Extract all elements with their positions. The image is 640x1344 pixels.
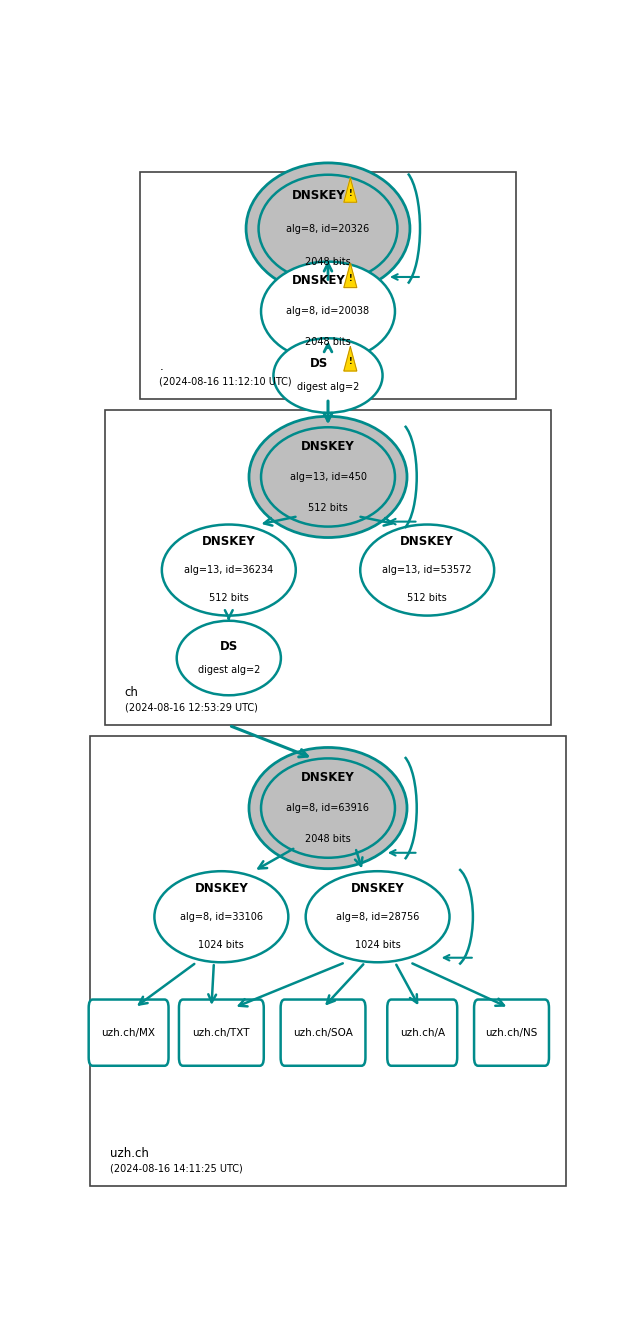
- Text: DS: DS: [220, 640, 238, 653]
- Text: DS: DS: [310, 358, 328, 371]
- Text: !: !: [349, 188, 352, 198]
- Text: DNSKEY: DNSKEY: [351, 882, 404, 895]
- Text: uzh.ch/SOA: uzh.ch/SOA: [293, 1028, 353, 1038]
- Text: 2048 bits: 2048 bits: [305, 257, 351, 267]
- Ellipse shape: [306, 871, 449, 962]
- Ellipse shape: [154, 871, 288, 962]
- Text: DNSKEY: DNSKEY: [301, 439, 355, 453]
- Text: alg=8, id=63916: alg=8, id=63916: [287, 804, 369, 813]
- Text: alg=13, id=36234: alg=13, id=36234: [184, 564, 273, 575]
- FancyBboxPatch shape: [105, 410, 551, 726]
- Text: 2048 bits: 2048 bits: [305, 337, 351, 347]
- Ellipse shape: [177, 621, 281, 695]
- Text: (2024-08-16 14:11:25 UTC): (2024-08-16 14:11:25 UTC): [110, 1164, 243, 1173]
- Text: 2048 bits: 2048 bits: [305, 833, 351, 844]
- FancyBboxPatch shape: [90, 735, 566, 1185]
- Ellipse shape: [249, 747, 407, 868]
- Text: uzh.ch/MX: uzh.ch/MX: [102, 1028, 156, 1038]
- Text: .: .: [159, 360, 163, 374]
- Text: alg=8, id=28756: alg=8, id=28756: [336, 911, 419, 922]
- Ellipse shape: [162, 524, 296, 616]
- Text: alg=13, id=450: alg=13, id=450: [289, 472, 367, 482]
- Text: 512 bits: 512 bits: [209, 593, 249, 603]
- Text: alg=8, id=33106: alg=8, id=33106: [180, 911, 263, 922]
- FancyBboxPatch shape: [280, 1000, 365, 1066]
- Text: DNSKEY: DNSKEY: [202, 535, 255, 548]
- Text: !: !: [349, 274, 352, 284]
- Text: uzh.ch/A: uzh.ch/A: [399, 1028, 445, 1038]
- Ellipse shape: [261, 427, 395, 527]
- Text: alg=8, id=20038: alg=8, id=20038: [287, 306, 369, 316]
- Text: ch: ch: [125, 687, 138, 699]
- Text: 1024 bits: 1024 bits: [198, 939, 244, 950]
- Text: (2024-08-16 11:12:10 UTC): (2024-08-16 11:12:10 UTC): [159, 376, 292, 387]
- FancyBboxPatch shape: [474, 1000, 549, 1066]
- FancyBboxPatch shape: [140, 172, 516, 399]
- Text: DNSKEY: DNSKEY: [401, 535, 454, 548]
- Ellipse shape: [259, 175, 397, 282]
- Text: (2024-08-16 12:53:29 UTC): (2024-08-16 12:53:29 UTC): [125, 703, 257, 712]
- Text: alg=13, id=53572: alg=13, id=53572: [382, 564, 472, 575]
- FancyBboxPatch shape: [179, 1000, 264, 1066]
- Ellipse shape: [273, 339, 383, 413]
- Text: DNSKEY: DNSKEY: [301, 770, 355, 784]
- Text: DNSKEY: DNSKEY: [195, 882, 248, 895]
- Ellipse shape: [261, 758, 395, 857]
- Ellipse shape: [360, 524, 494, 616]
- Text: DNSKEY: DNSKEY: [292, 188, 346, 202]
- Ellipse shape: [246, 163, 410, 294]
- Text: uzh.ch/TXT: uzh.ch/TXT: [193, 1028, 250, 1038]
- Ellipse shape: [249, 417, 407, 538]
- Polygon shape: [344, 347, 356, 371]
- Text: 1024 bits: 1024 bits: [355, 939, 401, 950]
- Text: 512 bits: 512 bits: [308, 503, 348, 512]
- Text: DNSKEY: DNSKEY: [292, 274, 346, 288]
- Text: digest alg=2: digest alg=2: [198, 664, 260, 675]
- Ellipse shape: [261, 262, 395, 362]
- Text: !: !: [349, 358, 352, 367]
- FancyBboxPatch shape: [89, 1000, 168, 1066]
- Text: uzh.ch: uzh.ch: [110, 1146, 148, 1160]
- FancyBboxPatch shape: [387, 1000, 457, 1066]
- Text: uzh.ch/NS: uzh.ch/NS: [485, 1028, 538, 1038]
- Text: 512 bits: 512 bits: [407, 593, 447, 603]
- Text: digest alg=2: digest alg=2: [297, 382, 359, 392]
- Polygon shape: [344, 177, 356, 202]
- Polygon shape: [344, 263, 356, 288]
- Text: alg=8, id=20326: alg=8, id=20326: [286, 223, 370, 234]
